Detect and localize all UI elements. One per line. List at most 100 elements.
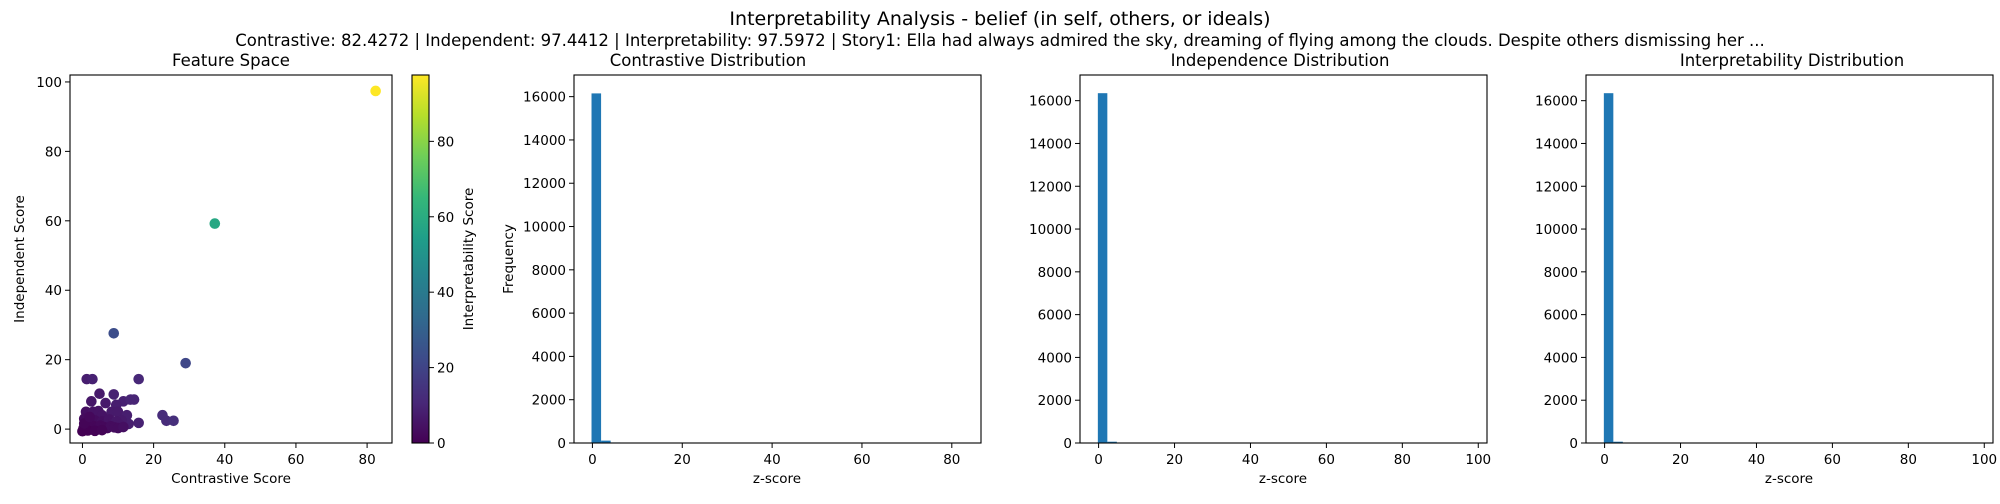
x-tick-label: 100: [1971, 452, 1997, 468]
y-tick-label: 12000: [1535, 179, 1578, 195]
histogram-bar: [1097, 93, 1108, 444]
y-tick-label: 2000: [532, 393, 566, 409]
x-tick-label: 20: [1166, 452, 1183, 468]
x-tick-label: 40: [764, 452, 781, 468]
independence-distribution-title: Independence Distribution: [1171, 51, 1390, 70]
colorbar-tick-label: 60: [437, 210, 454, 226]
x-tick-label: 40: [1242, 452, 1259, 468]
x-tick-label: 0: [1600, 452, 1609, 468]
x-tick-label: 100: [1465, 452, 1491, 468]
x-tick-label: 20: [145, 452, 162, 468]
histogram-bar: [1107, 441, 1117, 443]
scatter-point: [108, 389, 120, 400]
x-tick-label: 80: [1394, 452, 1411, 468]
y-axis-ticks: 0 2000 4000 6000 8000 10000 12000 14000 16000: [523, 90, 574, 452]
x-axis-label: z-score: [1259, 471, 1307, 487]
y-axis-ticks: 0 20 40 60 80 100: [36, 75, 70, 438]
scatter-point: [168, 415, 179, 427]
y-tick-label: 0: [1063, 436, 1072, 452]
interpretability-distribution-panel: Interpretability Distribution 0 20 40 60 80 1…: [1535, 51, 1997, 487]
x-tick-label: 80: [359, 452, 376, 468]
y-tick-label: 14000: [523, 133, 566, 149]
y-tick-label: 6000: [1544, 308, 1578, 324]
contrastive-distribution-title: Contrastive Distribution: [610, 51, 807, 70]
y-tick-label: 2000: [1544, 393, 1578, 409]
y-tick-label: 14000: [1029, 136, 1072, 152]
scatter-point: [96, 424, 108, 436]
y-tick-label: 4000: [1038, 350, 1072, 366]
scatter-point: [118, 421, 129, 433]
interpretability-distribution-frame: [1585, 74, 1994, 444]
independence-distribution-frame: [1079, 74, 1488, 444]
scatter-point: [86, 396, 97, 407]
histogram-bar: [591, 93, 602, 444]
y-tick-label: 0: [1569, 436, 1578, 452]
scatter-point: [180, 357, 191, 369]
colorbar-tick-label: 80: [437, 134, 454, 150]
x-tick-label: 20: [674, 452, 691, 468]
x-tick-label: 80: [943, 452, 960, 468]
y-axis-label: Independent Score: [12, 195, 28, 323]
y-tick-label: 16000: [523, 90, 566, 106]
y-tick-label: 6000: [532, 306, 566, 322]
y-tick-label: 0: [53, 422, 62, 438]
scatter-point: [133, 373, 144, 385]
x-tick-label: 40: [216, 452, 233, 468]
x-axis-ticks: 0 20 40 60 80: [78, 443, 376, 468]
contrastive-distribution-frame: [573, 74, 982, 444]
colorbar-label: Interpretability Score: [461, 188, 477, 331]
y-tick-label: 60: [45, 214, 62, 230]
y-tick-label: 0: [557, 436, 566, 452]
figure-title: Interpretability Analysis - belief (in s…: [729, 8, 1270, 30]
x-axis-ticks: 0 20 40 60 80: [588, 443, 960, 468]
colorbar-ticks: 0 20 40 60 80: [429, 134, 454, 452]
y-tick-label: 8000: [1038, 265, 1072, 281]
y-tick-label: 16000: [1029, 94, 1072, 110]
y-tick-label: 4000: [1544, 350, 1578, 366]
feature-space-title: Feature Space: [172, 51, 290, 70]
x-axis-ticks: 0 20 40 60 80 100: [1094, 443, 1491, 468]
colorbar-frame: [411, 74, 430, 444]
x-axis-label: z-score: [1765, 471, 1813, 487]
y-tick-label: 8000: [1544, 265, 1578, 281]
scatter-points: [77, 85, 381, 437]
x-tick-label: 40: [1748, 452, 1765, 468]
scatter-point: [133, 417, 144, 429]
scatter-point: [112, 406, 124, 418]
scatter-point: [108, 327, 120, 339]
y-tick-label: 10000: [1029, 222, 1072, 238]
y-tick-label: 40: [45, 283, 62, 299]
y-axis-ticks: 0 2000 4000 6000 8000 10000 12000 14000 16000: [1029, 94, 1080, 452]
histogram-bar: [601, 440, 611, 443]
scatter-point: [370, 85, 381, 97]
colorbar-tick-label: 20: [437, 361, 454, 377]
y-tick-label: 20: [45, 353, 62, 369]
y-tick-label: 80: [45, 144, 62, 160]
x-tick-label: 0: [78, 452, 87, 468]
interpretability-distribution-title: Interpretability Distribution: [1680, 51, 1904, 70]
feature-space-panel: Feature Space 0 20 40 60 80 0 20 40 60 80 100 Con…: [12, 51, 477, 487]
y-tick-label: 2000: [1038, 393, 1072, 409]
x-tick-label: 60: [1318, 452, 1335, 468]
y-tick-label: 12000: [1029, 179, 1072, 195]
x-tick-label: 60: [853, 452, 870, 468]
y-tick-label: 10000: [523, 220, 566, 236]
y-axis-ticks: 0 2000 4000 6000 8000 10000 12000 14000 16000: [1535, 94, 1586, 452]
scatter-point: [87, 373, 98, 385]
y-tick-label: 6000: [1038, 308, 1072, 324]
colorbar: 0 20 40 60 80 Interpretability Score: [411, 74, 477, 452]
scatter-point: [128, 394, 140, 405]
x-axis-label: Contrastive Score: [171, 471, 291, 487]
y-tick-label: 14000: [1535, 136, 1578, 152]
y-axis-label: Frequency: [501, 224, 517, 294]
contrastive-distribution-panel: Contrastive Distribution 0 20 40 60 80 0 2000…: [501, 51, 982, 487]
colorbar-tick-label: 40: [437, 285, 454, 301]
histogram-bar: [1603, 93, 1614, 444]
x-tick-label: 80: [1900, 452, 1917, 468]
independence-distribution-panel: Independence Distribution 0 20 40 60 80 100 0…: [1029, 51, 1491, 487]
histogram-bar: [1613, 441, 1623, 443]
scatter-point: [84, 411, 95, 423]
feature-space-frame: [69, 74, 393, 444]
